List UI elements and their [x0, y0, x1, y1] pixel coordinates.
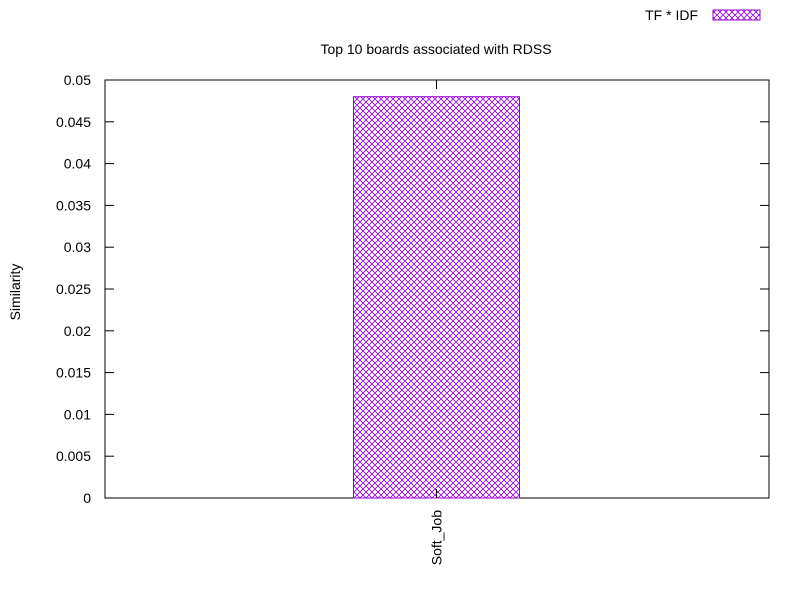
chart-title: Top 10 boards associated with RDSS: [320, 41, 551, 57]
y-tick-label: 0.025: [56, 281, 91, 297]
y-tick-label: 0.04: [64, 156, 91, 172]
y-axis-ticks: 0 0.005 0.01 0.015 0.02 0.025 0.03 0.035 0.04 0.0…: [56, 72, 769, 506]
y-tick-label: 0.03: [64, 239, 91, 255]
y-axis-label: Similarity: [7, 264, 23, 321]
y-tick-label: 0.005: [56, 448, 91, 464]
legend-swatch: [712, 9, 761, 21]
y-tick-label: 0.015: [56, 365, 91, 381]
x-axis-ticks: Soft_Job: [429, 80, 445, 565]
y-tick-label: 0.035: [56, 197, 91, 213]
bar-series: [353, 96, 520, 499]
legend-label: TF * IDF: [645, 7, 698, 23]
x-tick-label: Soft_Job: [429, 510, 445, 565]
y-tick-label: 0.05: [64, 72, 91, 88]
y-tick-label: 0.02: [64, 323, 91, 339]
y-tick-label: 0.01: [64, 406, 91, 422]
bar-soft-job: [353, 96, 520, 499]
y-tick-label: 0.045: [56, 114, 91, 130]
y-tick-label: 0: [83, 490, 91, 506]
